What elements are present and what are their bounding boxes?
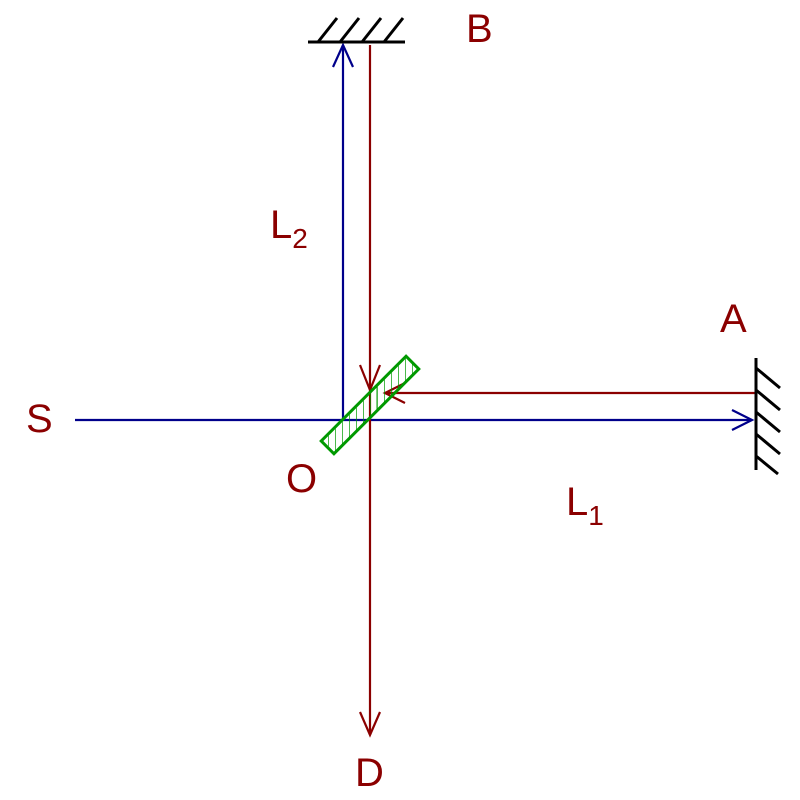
label-d: D bbox=[355, 751, 384, 795]
labels: S O A B D L2 L1 bbox=[26, 7, 747, 795]
beam-splitter bbox=[319, 354, 421, 456]
beam-a-arrowhead bbox=[731, 409, 755, 431]
label-o: O bbox=[286, 457, 317, 501]
label-l1-main: L bbox=[566, 480, 588, 524]
label-l1: L1 bbox=[566, 480, 604, 531]
label-s: S bbox=[26, 397, 53, 441]
label-l2: L2 bbox=[270, 203, 308, 254]
beam-return-b-arrowhead bbox=[358, 364, 382, 393]
label-l2-sub: 2 bbox=[292, 223, 308, 254]
label-l1-sub: 1 bbox=[588, 500, 604, 531]
label-l2-main: L bbox=[270, 203, 292, 247]
label-b: B bbox=[466, 7, 493, 51]
beam-b-arrowhead bbox=[331, 42, 355, 68]
mirror-a bbox=[754, 358, 781, 476]
label-a: A bbox=[720, 297, 747, 341]
return-beam bbox=[358, 45, 755, 738]
beam-d-arrowhead bbox=[358, 711, 382, 738]
outgoing-beam bbox=[75, 42, 755, 431]
mirror-b bbox=[308, 17, 405, 44]
